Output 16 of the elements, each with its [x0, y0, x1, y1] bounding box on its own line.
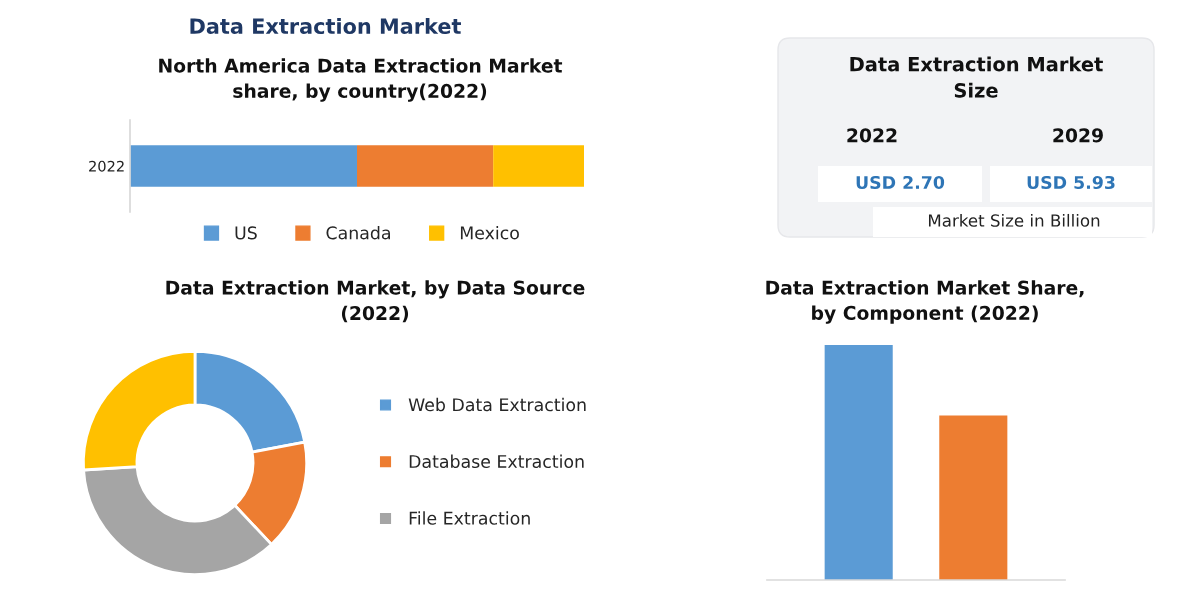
text: Data Extraction Market Size	[850, 56, 1103, 98]
legend-label: Web Data Extraction	[408, 397, 586, 412]
legend-label: Canada	[326, 225, 390, 240]
legend-label: File Extraction	[409, 511, 530, 525]
text: 2029	[1053, 128, 1103, 143]
chart-title: Data Extraction Market, by Data Source (2022)	[166, 280, 585, 323]
text: Market Size in Billion	[928, 213, 1100, 227]
text: USD 5.93	[1027, 175, 1115, 190]
chart-subtitle: North America Data Extraction Market share, by country(2022)	[159, 58, 563, 102]
legend-label: Mexico	[460, 225, 519, 240]
text: 2022	[847, 128, 897, 143]
legend-label: Database Extraction	[409, 454, 584, 469]
legend-label: US	[235, 226, 257, 240]
chart-title: Data Extraction Market	[190, 17, 461, 35]
chart-title: Data Extraction Market Share, by Component (2022)	[766, 280, 1084, 324]
text: USD 2.70	[856, 175, 945, 190]
